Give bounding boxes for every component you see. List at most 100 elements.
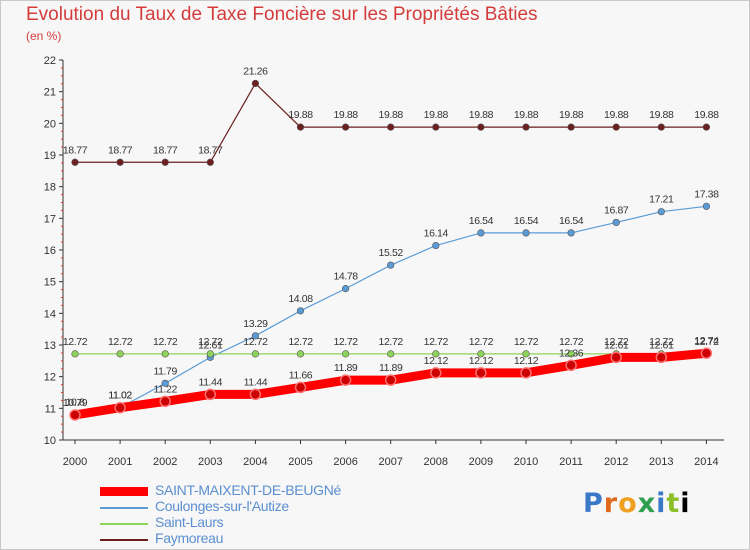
legend-item-coulonges[interactable]: Coulonges-sur-l'Autize [100, 498, 430, 516]
data-label: 12.72 [63, 336, 88, 348]
data-point [159, 395, 171, 408]
logo-letter: P [583, 488, 604, 519]
data-point [657, 208, 665, 216]
data-label: 12.72 [379, 336, 404, 348]
data-point [116, 350, 124, 358]
data-point [612, 218, 620, 227]
data-label: 19.88 [424, 109, 449, 121]
data-label: 14.08 [288, 293, 313, 305]
data-point [567, 350, 575, 358]
data-point [567, 123, 575, 131]
data-point [387, 350, 395, 358]
data-label: 11.89 [379, 362, 403, 374]
data-point [249, 388, 262, 401]
data-point [296, 350, 305, 358]
data-point [251, 332, 259, 340]
y-tick-label: 18 [44, 182, 56, 194]
y-tick-label: 17 [44, 213, 56, 225]
legend-label-saint-laurs: Saint-Laurs [155, 514, 224, 530]
data-label: 10.79 [63, 397, 88, 409]
data-label: 10.8 [66, 397, 85, 409]
data-point [702, 202, 711, 210]
data-point [294, 381, 307, 394]
data-label: 11.89 [334, 362, 358, 374]
data-point [477, 229, 485, 237]
x-tick-label: 2012 [604, 456, 628, 468]
legend-swatch-saint-laurs [100, 523, 148, 525]
data-point [522, 350, 530, 358]
data-point [475, 367, 487, 379]
data-label: 19.88 [694, 109, 719, 121]
x-tick-label: 2001 [108, 456, 132, 468]
data-point [520, 367, 532, 379]
data-label: 12.12 [424, 355, 449, 367]
data-label: 16.14 [424, 228, 449, 240]
proxiti-logo: Proxiti [583, 488, 691, 519]
data-label: 13.29 [243, 318, 268, 330]
data-point [477, 350, 485, 358]
data-point [565, 359, 577, 372]
data-label: 15.52 [379, 247, 404, 259]
data-label: 19.88 [604, 109, 629, 121]
y-tick-label: 22 [44, 55, 56, 67]
x-tick-label: 2002 [153, 456, 177, 468]
data-point [71, 158, 79, 166]
data-point [206, 350, 214, 358]
y-tick-label: 15 [44, 277, 56, 289]
legend-label-coulonges: Coulonges-sur-l'Autize [155, 498, 289, 514]
legend-swatch-coulonges [100, 507, 148, 509]
legend-item-saint-maixent[interactable]: SAINT-MAIXENT-DE-BEUGNé [100, 482, 430, 500]
data-label: 18.77 [63, 144, 88, 156]
data-point [206, 158, 214, 166]
x-tick-label: 2006 [333, 456, 357, 468]
data-label: 12.72 [424, 336, 449, 348]
x-tick-label: 2009 [469, 456, 493, 468]
y-tick-label: 12 [44, 372, 56, 384]
data-point [432, 241, 440, 250]
data-label: 19.88 [649, 109, 674, 121]
chart-title: Evolution du Taux de Taxe Foncière sur l… [26, 4, 538, 25]
data-point [251, 350, 259, 358]
data-point [657, 123, 665, 131]
data-label: 19.88 [559, 109, 584, 121]
x-tick-label: 2014 [694, 456, 718, 468]
data-point [432, 350, 440, 358]
data-point [612, 123, 620, 131]
data-point [655, 351, 668, 364]
x-tick-label: 2007 [378, 456, 402, 468]
data-label: 12.72 [333, 336, 358, 348]
legend-item-faymoreau[interactable]: Faymoreau [100, 530, 430, 548]
data-point [161, 350, 169, 358]
data-point [610, 351, 622, 364]
data-label: 11.02 [108, 390, 132, 402]
data-label: 11.44 [199, 376, 223, 388]
data-label: 18.77 [108, 144, 133, 156]
data-label: 12.61 [604, 339, 629, 351]
data-point [384, 374, 397, 386]
legend-item-saint-laurs[interactable]: Saint-Laurs [100, 514, 430, 532]
data-point [116, 158, 124, 166]
data-point [69, 409, 81, 421]
data-label: 12.12 [514, 355, 539, 367]
data-point [477, 123, 485, 131]
data-label: 12.36 [559, 347, 584, 359]
data-point [296, 123, 305, 131]
logo-letter: t [666, 488, 681, 519]
legend-label-faymoreau: Faymoreau [155, 530, 224, 546]
x-tick-label: 2013 [649, 456, 673, 468]
data-label: 12.74 [694, 335, 719, 347]
data-label: 16.54 [559, 215, 584, 227]
legend-swatch-faymoreau [100, 539, 148, 541]
data-label: 12.72 [559, 336, 584, 348]
data-point [161, 379, 169, 387]
data-label: 11.44 [244, 376, 268, 388]
y-tick-label: 20 [44, 118, 56, 130]
y-tick-label: 16 [44, 245, 56, 257]
data-point [522, 229, 530, 237]
legend-swatch-saint-maixent [100, 487, 148, 496]
data-label: 12.72 [108, 336, 133, 348]
data-point [161, 158, 169, 166]
data-label: 12.72 [469, 336, 494, 348]
y-axis-unit: (en %) [26, 29, 62, 43]
data-point [251, 79, 259, 88]
